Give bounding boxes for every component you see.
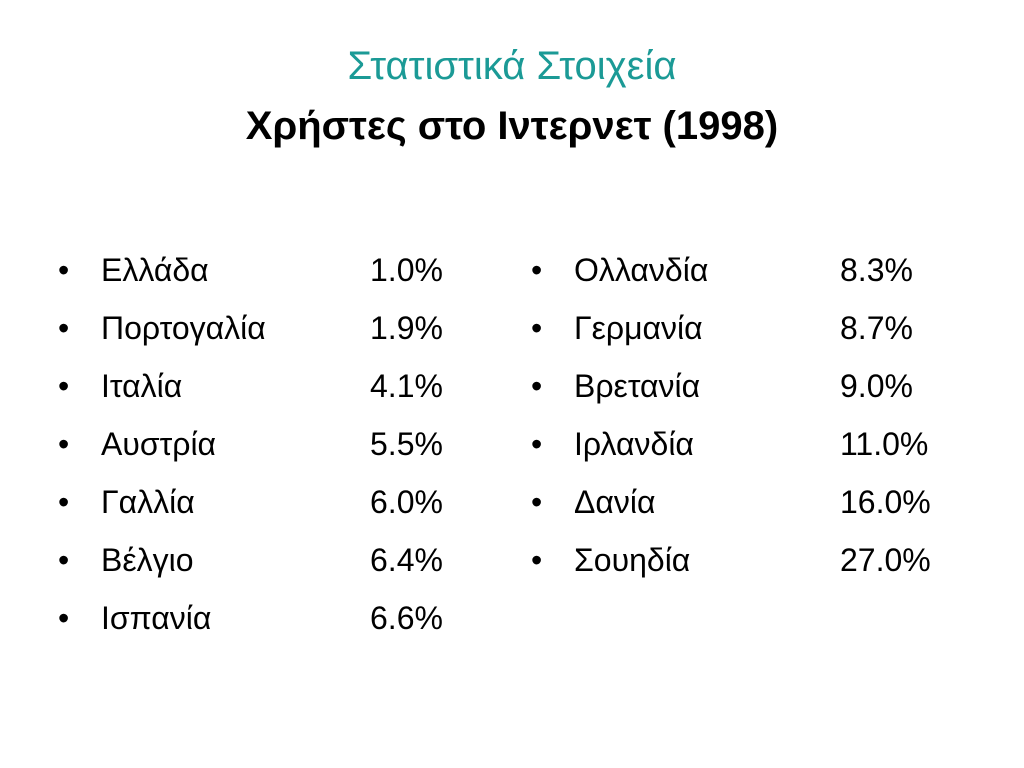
bullet-icon: • [58,252,70,288]
bullet-icon: • [531,484,543,520]
country-name: Γαλλία [101,484,195,520]
bullet-icon: • [531,426,543,462]
bullet-icon: • [58,600,70,636]
bullet-icon: • [58,542,70,578]
country-name: Γερμανία [574,310,703,346]
bullet-icon: • [58,426,70,462]
percentage-value: 6.6% [370,600,443,636]
bullet-icon: • [531,542,543,578]
country-name: Αυστρία [101,426,217,462]
country-name: Σουηδία [574,542,691,578]
percentage-value: 9.0% [840,368,913,404]
bullet-icon: • [531,252,543,288]
bullet-icon: • [531,368,543,404]
slide-subtitle: Χρήστες στο Ιντερνετ (1998) [245,104,779,148]
bullet-icon: • [531,310,543,346]
bullet-icon: • [58,310,70,346]
country-name: Ελλάδα [101,252,209,288]
percentage-value: 8.7% [840,310,913,346]
slide-title: Στατιστικά Στοιχεία [347,44,677,88]
percentage-value: 16.0% [840,484,931,520]
country-name: Ιταλία [101,368,183,404]
country-name: Βέλγιο [101,542,194,578]
bullet-icon: • [58,368,70,404]
percentage-value: 5.5% [370,426,443,462]
country-name: Ολλανδία [574,252,709,288]
percentage-value: 27.0% [840,542,931,578]
country-name: Ισπανία [101,600,212,636]
country-name: Ιρλανδία [574,426,694,462]
percentage-value: 8.3% [840,252,913,288]
percentage-value: 1.9% [370,310,443,346]
percentage-value: 1.0% [370,252,443,288]
country-name: Δανία [574,484,656,520]
country-name: Πορτογαλία [101,310,266,346]
bullet-icon: • [58,484,70,520]
percentage-value: 11.0% [840,426,929,462]
percentage-value: 6.0% [370,484,443,520]
percentage-value: 4.1% [370,368,443,404]
percentage-value: 6.4% [370,542,443,578]
country-name: Βρετανία [574,368,701,404]
